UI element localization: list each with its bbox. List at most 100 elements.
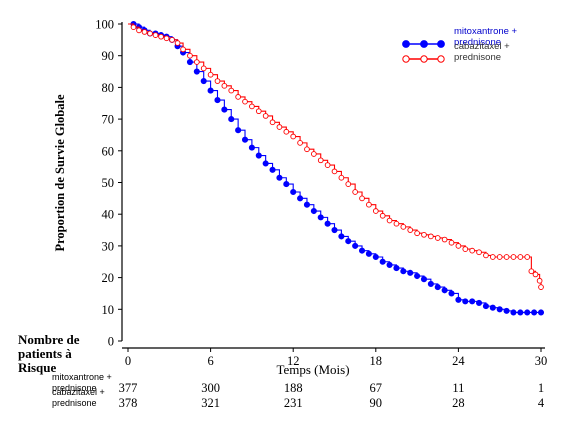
censor-marker — [366, 201, 372, 208]
censor-marker — [221, 106, 228, 113]
censor-marker — [297, 140, 303, 146]
censor-marker — [248, 144, 255, 151]
x-tick-label: 12 — [287, 354, 300, 368]
censor-marker — [214, 97, 221, 104]
censor-marker — [324, 220, 331, 227]
censor-marker — [476, 249, 482, 256]
censor-marker — [517, 309, 524, 316]
censor-marker — [455, 296, 462, 303]
censor-marker — [276, 174, 283, 181]
censor-marker — [482, 303, 489, 310]
censor-marker — [174, 40, 181, 46]
censor-marker — [269, 166, 276, 173]
risk-count: 28 — [452, 396, 465, 410]
risk-count: 377 — [119, 381, 138, 395]
censor-marker — [249, 103, 255, 110]
x-tick-label: 0 — [125, 354, 131, 368]
risk-table-title: Nombre de — [18, 332, 80, 347]
censor-marker — [441, 236, 448, 243]
censor-marker — [462, 298, 469, 305]
censor-marker — [352, 189, 359, 195]
censor-marker — [255, 108, 262, 115]
censor-marker — [338, 233, 345, 240]
censor-marker — [158, 33, 164, 40]
risk-count: 11 — [452, 381, 464, 395]
censor-marker — [242, 98, 248, 105]
y-axis-title: Proportion de Survie Globale — [53, 94, 67, 252]
censor-marker — [235, 127, 242, 134]
censor-marker — [365, 250, 372, 257]
censor-marker — [358, 247, 366, 254]
censor-marker — [441, 287, 448, 294]
censor-marker — [141, 29, 148, 35]
censor-marker — [489, 254, 496, 260]
legend-swatch-marker — [437, 40, 445, 48]
censor-marker — [407, 227, 414, 233]
censor-marker — [462, 246, 469, 252]
risk-count: 67 — [370, 381, 383, 395]
y-tick-label: 20 — [102, 271, 115, 285]
y-tick-label: 60 — [102, 144, 115, 158]
censor-marker — [290, 133, 297, 140]
censor-marker — [187, 52, 193, 59]
censor-marker — [393, 265, 400, 272]
censor-marker — [386, 261, 393, 268]
censor-marker — [235, 94, 241, 100]
censor-marker — [448, 290, 455, 297]
censor-marker — [303, 201, 311, 208]
y-tick-label: 40 — [102, 208, 115, 222]
censor-marker — [531, 309, 538, 316]
censor-marker — [393, 220, 400, 227]
x-tick-label: 24 — [452, 354, 465, 368]
censor-marker — [400, 224, 407, 230]
censor-marker — [379, 258, 386, 265]
censor-marker — [483, 252, 489, 259]
censor-marker — [372, 253, 379, 261]
censor-marker — [414, 272, 421, 280]
y-tick-label: 50 — [102, 176, 115, 190]
censor-marker — [434, 235, 441, 241]
censor-marker — [241, 136, 249, 143]
risk-count: 90 — [370, 396, 383, 410]
censor-marker — [130, 24, 137, 31]
legend-label: mitoxantrone + — [454, 26, 518, 37]
censor-marker — [379, 212, 386, 219]
censor-marker — [400, 268, 407, 275]
risk-count: 321 — [201, 396, 220, 410]
legend-label: cabazitaxel + — [454, 41, 510, 52]
censor-marker — [297, 195, 304, 202]
censor-marker — [524, 254, 531, 260]
risk-table-title: Risque — [18, 360, 57, 375]
series-layer — [128, 20, 545, 316]
censor-marker — [428, 233, 434, 240]
censor-marker — [310, 207, 317, 215]
legend-swatch-marker — [402, 40, 410, 48]
legend-swatch-marker — [402, 55, 410, 63]
censor-marker — [352, 242, 359, 249]
censor-marker — [331, 226, 338, 234]
censor-marker — [421, 231, 427, 238]
censor-marker — [311, 151, 317, 157]
censor-marker — [276, 124, 283, 130]
legend-swatch-marker — [420, 40, 428, 48]
y-tick-label: 70 — [102, 113, 115, 127]
y-tick-label: 0 — [108, 335, 114, 349]
risk-table-title: patients à — [18, 346, 72, 361]
censor-marker — [193, 68, 200, 75]
censor-marker — [304, 146, 310, 153]
censor-marker — [147, 30, 153, 37]
legend-label: prednisone — [454, 52, 501, 63]
risk-row-label: cabazitaxel + — [52, 387, 105, 397]
censor-marker — [200, 78, 207, 85]
censor-marker — [262, 160, 269, 167]
censor-marker — [345, 238, 352, 245]
censor-marker — [290, 188, 297, 196]
risk-row: mitoxantrone +prednisone 377 300 188 67 11 1 — [52, 372, 544, 395]
censor-marker — [255, 152, 262, 159]
axes: 0 10 20 30 40 50 60 70 80 90 100 0 6 12 18 24 30 — [95, 18, 547, 369]
censor-marker — [214, 78, 221, 84]
censor-marker — [510, 309, 517, 316]
censor-marker — [427, 280, 434, 287]
